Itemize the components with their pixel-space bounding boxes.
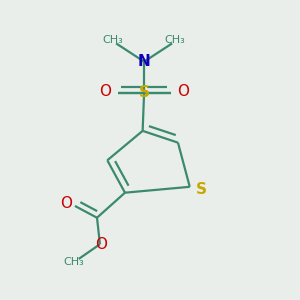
Text: S: S [139,85,150,100]
Text: O: O [99,85,111,100]
Text: CH₃: CH₃ [63,257,84,268]
Text: O: O [60,196,72,211]
Text: CH₃: CH₃ [103,35,124,46]
Text: O: O [177,85,189,100]
Text: N: N [138,54,151,69]
Text: O: O [95,237,107,252]
Text: S: S [195,182,206,197]
Text: CH₃: CH₃ [165,35,185,46]
